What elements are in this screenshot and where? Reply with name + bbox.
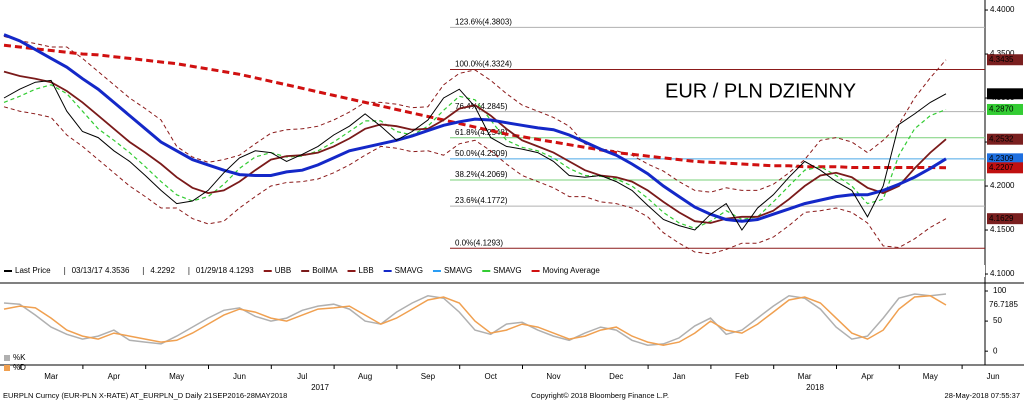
value-tag-label: 4.1629 — [989, 214, 1014, 223]
value-tag — [987, 153, 1023, 165]
x-tick-label: Apr — [108, 372, 121, 381]
fib-label: 61.8%(4.2548) — [455, 128, 508, 137]
x-tick-label: Feb — [735, 372, 749, 381]
fib-label: 50.0%(4.2309) — [455, 149, 508, 158]
fib-label: 0.0%(4.1293) — [455, 238, 503, 247]
y-tick-label: 4.2000 — [990, 181, 1015, 190]
x-tick-label: Jan — [673, 372, 686, 381]
x-tick-label: Jun — [233, 372, 246, 381]
value-tag-label: 4.2532 — [989, 134, 1014, 143]
x-tick-label: Nov — [546, 372, 560, 381]
value-tag-label: 4.2870 — [989, 105, 1014, 114]
x-tick-label: Apr — [861, 372, 874, 381]
value-tag-label: 4.3048 — [989, 89, 1014, 98]
legend-icon — [4, 355, 10, 361]
legend-label: SMAVG — [493, 266, 521, 275]
fib-label: 38.2%(4.2069) — [455, 170, 508, 179]
footer-right: 28-May-2018 07:55:37 — [945, 391, 1020, 400]
fib-label: 100.0%(4.3324) — [455, 60, 512, 69]
x-tick-label: May — [923, 372, 938, 381]
value-tag — [987, 162, 1023, 174]
x-tick-label: Mar — [798, 372, 812, 381]
legend-label: Moving Average — [543, 266, 601, 275]
legend-label: 4.2292 — [150, 266, 175, 275]
year-label: 2018 — [806, 383, 824, 392]
value-tag — [987, 103, 1023, 115]
x-tick-label: Aug — [358, 372, 372, 381]
series-line — [3, 35, 947, 193]
series-line — [3, 79, 947, 231]
value-tag-label: 4.2309 — [989, 154, 1014, 163]
footer-left: EURPLN Curncy (EUR-PLN X-RATE) AT_EURPLN… — [3, 391, 287, 400]
footer-center: Copyright© 2018 Bloomberg Finance L.P. — [531, 391, 669, 400]
series-line — [3, 33, 947, 223]
series-line — [3, 84, 947, 229]
series-line — [3, 70, 947, 224]
y-tick-label: 4.1000 — [990, 269, 1015, 278]
legend-label: 03/13/17 4.3536 — [72, 266, 130, 275]
y-tick-label: 4.4000 — [990, 5, 1015, 14]
x-tick-label: Sep — [421, 372, 436, 381]
value-tag — [987, 213, 1023, 225]
value-tag — [987, 54, 1023, 66]
x-tick-label: Dec — [609, 372, 623, 381]
value-tag-label: 4.2207 — [989, 163, 1014, 172]
oscillator-line — [3, 293, 947, 346]
x-tick-label: May — [169, 372, 184, 381]
oscillator-line — [3, 295, 947, 346]
legend-label: UBB — [275, 266, 291, 275]
value-tag-label: 76.7185 — [989, 300, 1018, 309]
legend-background — [0, 265, 985, 277]
legend-label: SMAVG — [395, 266, 423, 275]
year-label: 2017 — [311, 383, 329, 392]
x-tick-label: Mar — [44, 372, 58, 381]
legend-label: %D — [13, 363, 26, 372]
legend-label: BollMA — [312, 266, 338, 275]
fib-label: 76.4%(4.2845) — [455, 102, 508, 111]
x-tick-label: Jul — [297, 372, 307, 381]
value-tag — [987, 299, 1023, 311]
value-tag-label: 4.3435 — [989, 55, 1014, 64]
x-tick-label: Jun — [987, 372, 1000, 381]
y2-tick-label: 50 — [993, 316, 1002, 325]
legend-icon — [4, 365, 10, 371]
y2-tick-label: 100 — [993, 286, 1007, 295]
annotation: EUR / PLN DZIENNY — [665, 80, 856, 102]
series-line — [3, 106, 947, 255]
value-tag — [987, 133, 1023, 145]
value-tag — [987, 88, 1023, 100]
legend-label: SMAVG — [444, 266, 472, 275]
y-tick-label: 4.3500 — [990, 49, 1015, 58]
legend-label: 01/29/18 4.1293 — [196, 266, 254, 275]
x-tick-label: Oct — [484, 372, 497, 381]
fib-label: 23.6%(4.1772) — [455, 196, 508, 205]
legend-label: Last Price — [15, 266, 51, 275]
y2-tick-label: 0 — [993, 346, 998, 355]
y-tick-label: 4.1500 — [990, 225, 1015, 234]
fib-label: 123.6%(4.3803) — [455, 17, 512, 26]
legend-label: %K — [13, 353, 26, 362]
series-line — [3, 43, 947, 170]
legend-label: LBB — [359, 266, 374, 275]
